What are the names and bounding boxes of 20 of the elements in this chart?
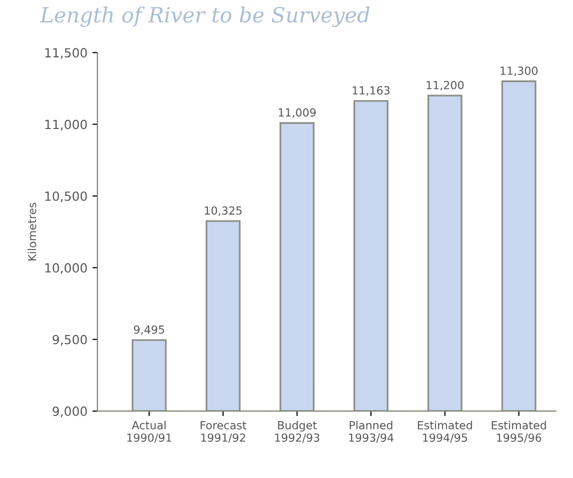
y-tick-label: 11,500: [45, 48, 87, 59]
data-label: 11,200: [426, 80, 464, 90]
data-label: 11,163: [352, 86, 390, 96]
y-axis-title: Kilometres: [28, 202, 36, 260]
y-tick-label: 10,000: [45, 263, 87, 274]
y-tick-label: 9,500: [52, 334, 87, 346]
x-tick-label: Forecast 1991/92: [200, 421, 246, 443]
data-label: 9,495: [134, 325, 164, 335]
x-tick-label: Budget 1992/93: [275, 420, 320, 443]
data-label: 10,325: [204, 206, 242, 216]
data-label: 11,300: [500, 66, 538, 76]
x-tick-label: Estimated 1994/95: [418, 420, 472, 443]
y-tick-label: 10,500: [45, 191, 87, 202]
y-tick-label: 11,000: [45, 120, 87, 130]
chart-title: Length of River to be Surveyed: [40, 6, 370, 27]
x-tick-label: Estimated 1995/96: [492, 420, 546, 443]
x-tick-label: Planned 1993/94: [349, 420, 394, 443]
data-label: 11,009: [278, 108, 316, 118]
y-tick-label: 9,000: [52, 406, 87, 418]
x-tick-label: Actual 1990/91: [127, 420, 172, 443]
